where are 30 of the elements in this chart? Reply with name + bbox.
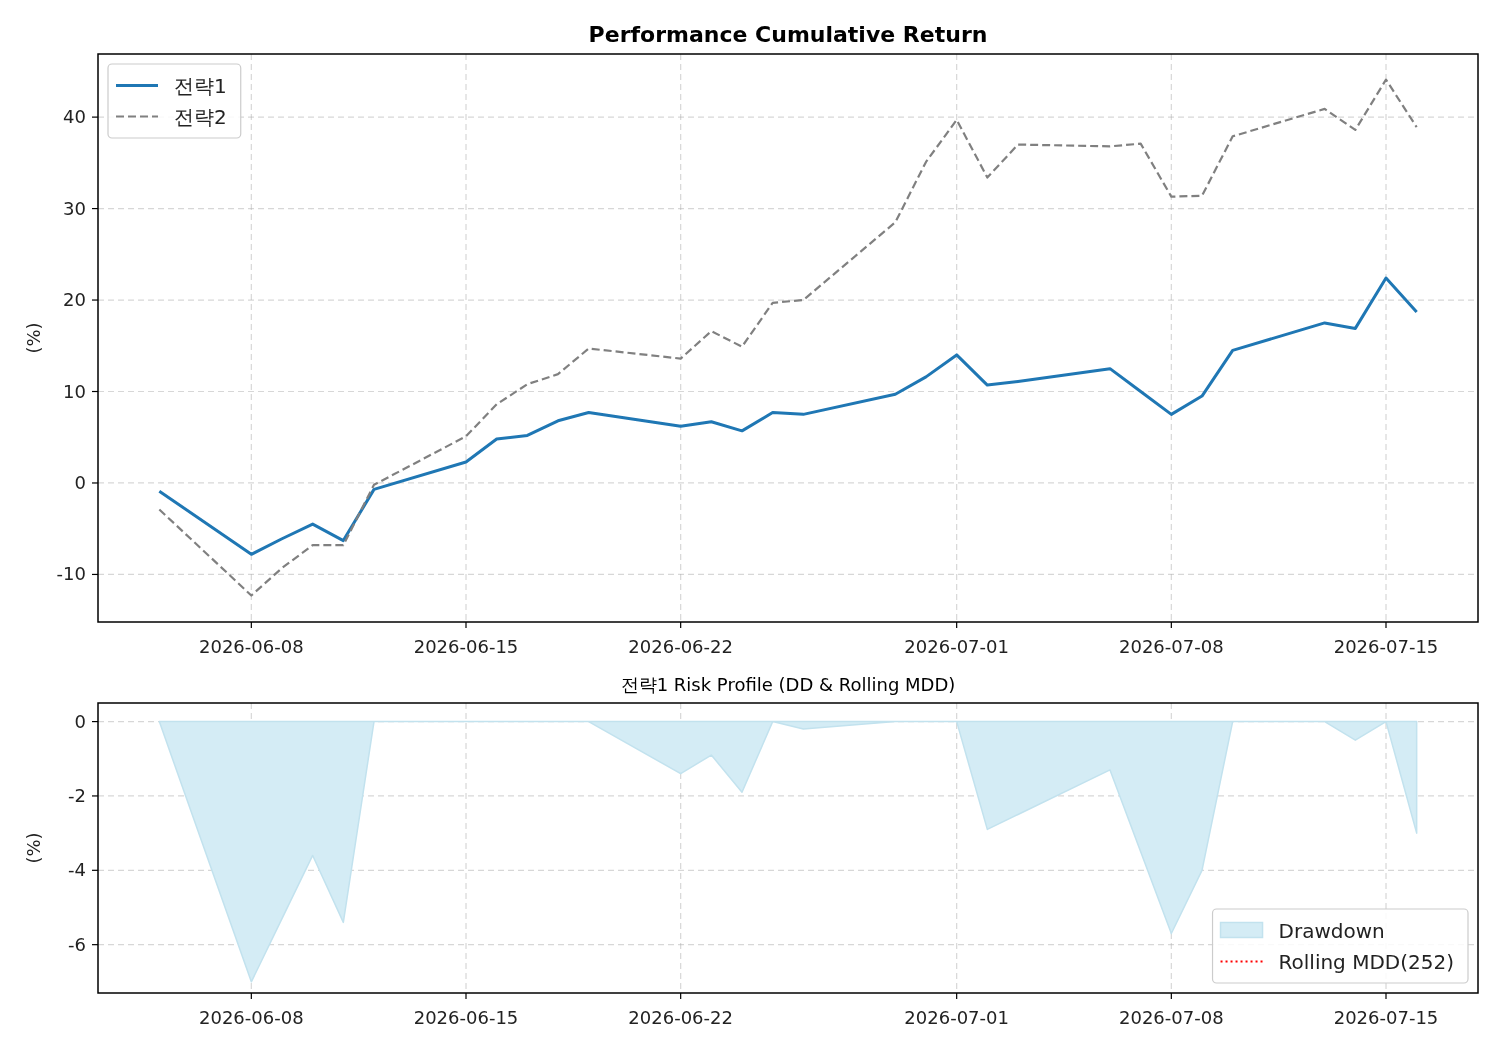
chart-title: Performance Cumulative Return bbox=[588, 22, 988, 47]
legend-label: 전략1 bbox=[174, 73, 227, 98]
x-tick-label: 2026-06-22 bbox=[628, 1007, 733, 1028]
y-tick-label: -2 bbox=[68, 784, 86, 806]
x-tick-label: 2026-06-08 bbox=[199, 1007, 304, 1028]
y-tick-label: -10 bbox=[56, 563, 86, 585]
legend-label: 전략2 bbox=[174, 104, 227, 129]
chart-title: 전략1 Risk Profile (DD & Rolling MDD) bbox=[620, 674, 956, 695]
y-tick-label: -6 bbox=[68, 933, 86, 955]
x-tick-label: 2026-07-15 bbox=[1333, 1007, 1439, 1028]
y-tick-label: 10 bbox=[63, 380, 86, 402]
x-tick-label: 2026-07-01 bbox=[904, 636, 1009, 657]
legend-label: Rolling MDD(252) bbox=[1278, 949, 1454, 974]
y-axis-title: (%) bbox=[23, 832, 44, 864]
x-tick-label: 2026-07-01 bbox=[904, 1007, 1009, 1028]
y-tick-label: 30 bbox=[63, 197, 86, 219]
y-tick-label: -4 bbox=[68, 859, 86, 881]
y-axis-title: (%) bbox=[23, 322, 44, 354]
x-tick-label: 2026-06-15 bbox=[413, 1007, 519, 1028]
y-tick-label: 0 bbox=[74, 471, 86, 493]
x-tick-label: 2026-07-08 bbox=[1119, 1007, 1224, 1028]
legend-label: Drawdown bbox=[1278, 918, 1385, 943]
y-tick-label: 20 bbox=[63, 289, 86, 311]
x-tick-label: 2026-07-08 bbox=[1119, 636, 1224, 657]
x-tick-label: 2026-06-15 bbox=[413, 636, 519, 657]
y-tick-label: 0 bbox=[74, 710, 86, 732]
x-tick-label: 2026-07-15 bbox=[1333, 636, 1439, 657]
x-tick-label: 2026-06-22 bbox=[628, 636, 733, 657]
y-tick-label: 40 bbox=[63, 106, 86, 128]
x-tick-label: 2026-06-08 bbox=[199, 636, 304, 657]
